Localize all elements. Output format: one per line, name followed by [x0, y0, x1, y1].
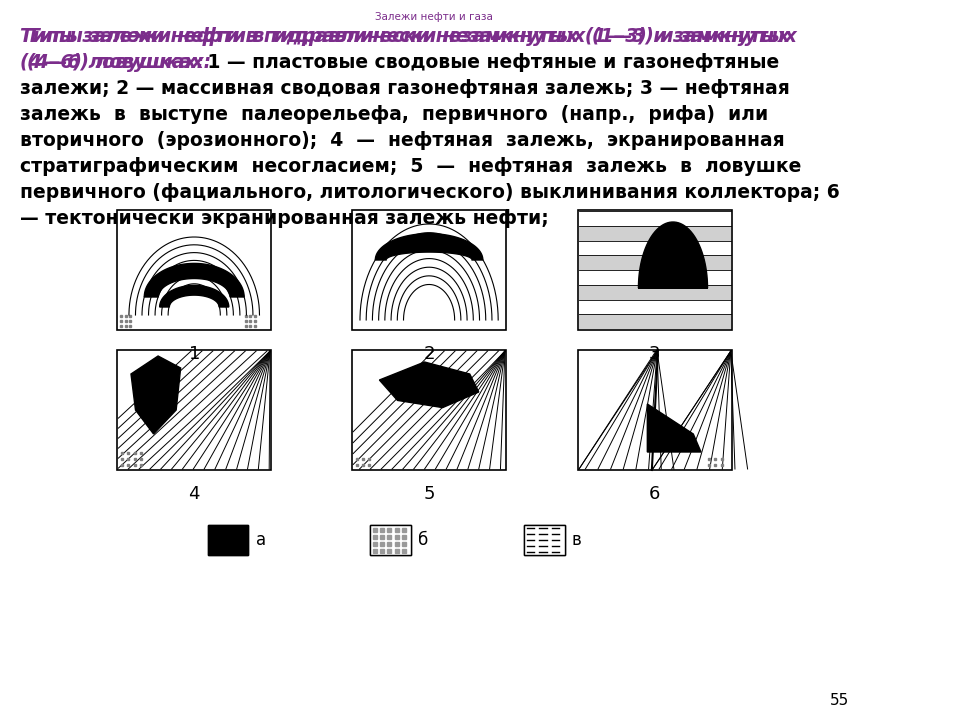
Bar [207, 525, 249, 555]
Bar [117, 350, 271, 470]
Polygon shape [638, 222, 708, 288]
Bar [579, 211, 731, 226]
Text: 1 — пластовые сводовые нефтяные и газонефтяные: 1 — пластовые сводовые нефтяные и газоне… [201, 53, 779, 72]
Text: 2: 2 [423, 345, 435, 363]
Text: 4: 4 [188, 485, 200, 503]
Text: 6: 6 [649, 485, 660, 503]
Polygon shape [144, 264, 244, 297]
Bar [579, 270, 731, 284]
Bar [579, 256, 731, 270]
Text: Типы залежи нефти в гидравлически незамкнутых (1—3) и замкнутых: Типы залежи нефти в гидравлически незамк… [20, 27, 790, 46]
Polygon shape [131, 356, 180, 434]
Bar [579, 226, 731, 240]
Bar [578, 210, 732, 330]
Bar [371, 525, 411, 555]
Bar [352, 210, 506, 330]
Text: стратиграфическим  несогласием;  5  —  нефтяная  залежь  в  ловушке: стратиграфическим несогласием; 5 — нефтя… [20, 157, 802, 176]
Text: Залежи нефти и газа: Залежи нефти и газа [374, 12, 492, 22]
Bar [118, 211, 270, 329]
Text: 1: 1 [188, 345, 200, 363]
Polygon shape [647, 404, 701, 452]
Text: (4—6) ловушках:: (4—6) ловушках: [27, 53, 211, 72]
Bar [579, 284, 731, 300]
Bar [524, 525, 564, 555]
Text: первичного (фациального, литологического) выклинивания коллектора; 6: первичного (фациального, литологического… [20, 183, 840, 202]
Text: — тектонически экранированная залежь нефти;: — тектонически экранированная залежь неф… [20, 209, 548, 228]
Text: вторичного  (эрозионного);  4  —  нефтяная  залежь,  экранированная: вторичного (эрозионного); 4 — нефтяная з… [20, 131, 784, 150]
Bar [117, 210, 271, 330]
Bar [579, 240, 731, 256]
Text: Типы залежи нефти в гидравлически незамкнутых (1—3) и замкнутых: Типы залежи нефти в гидравлически незамк… [27, 27, 797, 46]
Polygon shape [375, 233, 483, 260]
Text: 55: 55 [829, 693, 850, 708]
Text: в: в [572, 531, 582, 549]
Text: залежи; 2 — массивная сводовая газонефтяная залежь; 3 — нефтяная: залежи; 2 — массивная сводовая газонефтя… [20, 79, 790, 98]
Text: 5: 5 [423, 485, 435, 503]
Text: залежь  в  выступе  палеорельефа,  первичного  (напр.,  рифа)  или: залежь в выступе палеорельефа, первичног… [20, 105, 768, 124]
Text: (4—6) ловушках:: (4—6) ловушках: [20, 53, 204, 72]
Bar [207, 525, 249, 555]
Polygon shape [379, 362, 479, 408]
Bar [579, 300, 731, 314]
Bar [578, 350, 732, 470]
Bar [524, 525, 564, 555]
Text: а: а [255, 531, 266, 549]
Text: б: б [419, 531, 428, 549]
Bar [352, 350, 506, 470]
Polygon shape [159, 285, 228, 307]
Bar [371, 525, 411, 555]
Text: 3: 3 [649, 345, 660, 363]
Bar [579, 314, 731, 329]
